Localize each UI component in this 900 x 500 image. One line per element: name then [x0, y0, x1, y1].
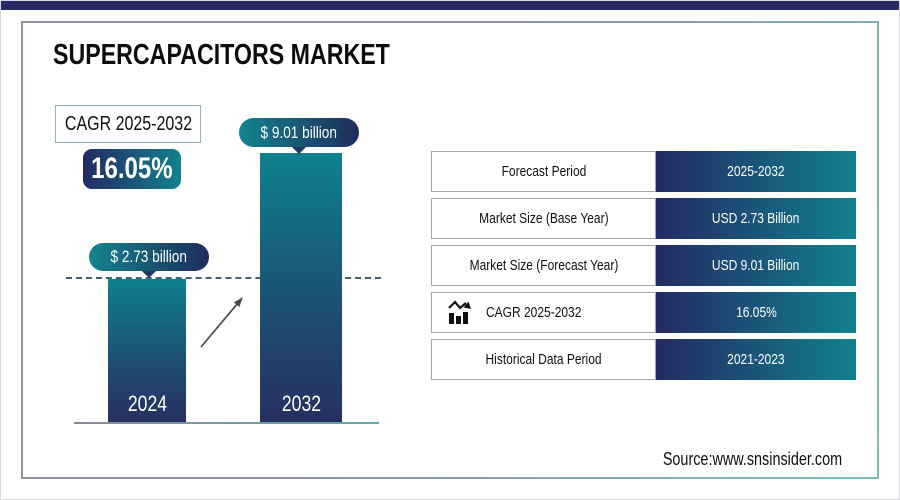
table-row-value: 2021-2023: [656, 339, 856, 380]
market-facts-table: Forecast Period 2025-2032 Market Size (B…: [431, 151, 856, 386]
table-row-value-text: 2025-2032: [727, 163, 785, 180]
table-row-label-text: Market Size (Base Year): [478, 210, 609, 227]
cagr-period-box: CAGR 2025-2032: [55, 105, 201, 143]
bar-value-callout-2024: $ 2.73 billion: [89, 243, 209, 278]
table-row: Market Size (Forecast Year) USD 9.01 Bil…: [431, 245, 856, 286]
table-row-label: Historical Data Period: [431, 339, 656, 380]
table-row-label: Market Size (Base Year): [431, 198, 656, 239]
table-row: CAGR 2025-2032 16.05%: [431, 292, 856, 333]
table-row-value-text: 2021-2023: [727, 351, 785, 368]
source-attribution: Source:www.snsinsider.com: [618, 449, 842, 470]
cagr-period-label: CAGR 2025-2032: [64, 112, 192, 135]
bar-2024: 2024: [108, 279, 186, 422]
bar-chart-trend-icon: [448, 299, 471, 324]
table-row: Historical Data Period 2021-2023: [431, 339, 856, 380]
table-row-value: 2025-2032: [656, 151, 856, 192]
cagr-value-badge: 16.05%: [83, 149, 181, 189]
table-row-label-text: Market Size (Forecast Year): [469, 257, 618, 274]
table-row-value: USD 2.73 Billion: [656, 198, 856, 239]
bar-value-label-2032: $ 9.01 billion: [260, 122, 338, 142]
table-row-label: Market Size (Forecast Year): [431, 245, 656, 286]
table-row-label: CAGR 2025-2032: [431, 292, 656, 333]
bar-2032: 2032: [260, 153, 342, 422]
table-row-label-text: CAGR 2025-2032: [486, 304, 582, 321]
chart-baseline: [74, 422, 379, 424]
table-row-label: Forecast Period: [431, 151, 656, 192]
table-row-value-text: USD 9.01 Billion: [712, 257, 800, 274]
cagr-value-text: 16.05%: [91, 152, 173, 185]
table-row: Forecast Period 2025-2032: [431, 151, 856, 192]
source-text: Source:www.snsinsider.com: [662, 449, 842, 469]
page-title-text: SUPERCAPACITORS MARKET: [53, 39, 390, 71]
bar-value-label-2024: $ 2.73 billion: [110, 247, 188, 266]
bar-category-label-2032: 2032: [281, 391, 321, 416]
growth-arrow-icon: [200, 297, 243, 348]
table-row-value: USD 9.01 Billion: [656, 245, 856, 286]
table-row-label-text: Historical Data Period: [485, 351, 602, 368]
table-row-value: 16.05%: [656, 292, 856, 333]
bar-value-callout-2032: $ 9.01 billion: [239, 118, 359, 154]
table-row: Market Size (Base Year) USD 2.73 Billion: [431, 198, 856, 239]
bar-category-label-2024: 2024: [127, 391, 167, 416]
table-row-value-text: 16.05%: [735, 304, 777, 321]
table-row-value-text: USD 2.73 Billion: [712, 210, 800, 227]
top-accent-bar: [1, 1, 899, 10]
page-title: SUPERCAPACITORS MARKET: [53, 39, 474, 72]
table-row-label-text: Forecast Period: [501, 163, 586, 180]
